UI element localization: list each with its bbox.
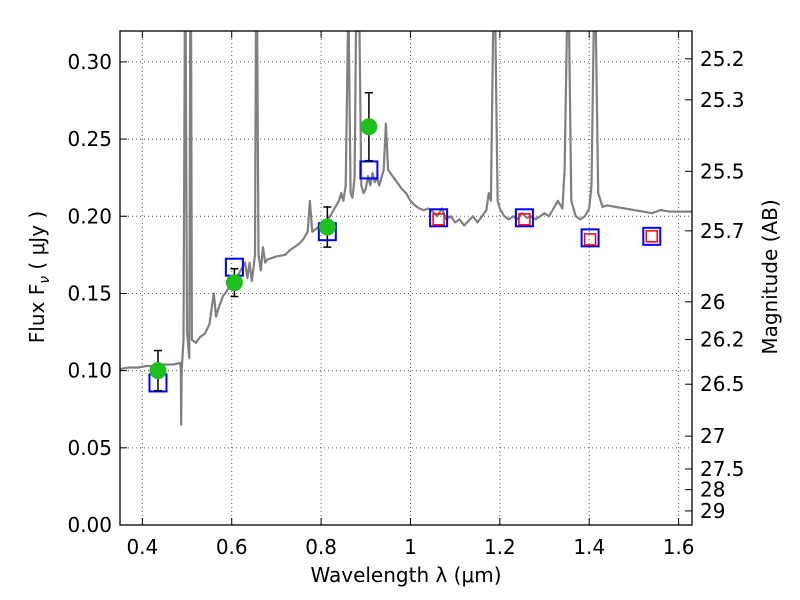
observed-flux-point (318, 218, 336, 236)
model-flux-square-red (645, 230, 659, 243)
x-tick-label: 1 (404, 535, 417, 559)
mag-tick-label: 27.5 (700, 457, 745, 481)
mag-tick-label: 29 (700, 499, 725, 523)
y-axis-title: Flux Fν ( μJy ) (25, 211, 53, 343)
plot-frame (119, 30, 693, 526)
mag-tick-label: 27 (700, 424, 725, 448)
x-tick-label: 1.2 (484, 535, 516, 559)
model-flux-square-red (583, 233, 597, 246)
y-axis-title-main: Flux F (25, 284, 49, 343)
mag-tick-label: 25.5 (700, 159, 745, 183)
y-axis-title-unit: ( μJy ) (25, 211, 49, 276)
observed-flux-point (360, 118, 378, 136)
model-flux-square-blue (429, 208, 449, 228)
y-tick-label: 0.25 (67, 127, 112, 151)
x-tick-label: 0.4 (126, 535, 158, 559)
y-tick-label: 0.30 (67, 50, 112, 74)
marker-layer (148, 92, 662, 393)
x-tick-label: 1.4 (573, 535, 605, 559)
mag-tick-label: 26.5 (700, 372, 745, 396)
x-tick-label: 0.6 (216, 535, 248, 559)
model-spectrum-line (120, 31, 692, 426)
mag-tick-label: 25.3 (700, 88, 745, 112)
y-tick-label: 0.15 (67, 281, 112, 305)
observed-flux-point (149, 362, 167, 380)
y-axis-title-subscript: ν (37, 276, 53, 284)
right-axis-title: Magnitude (AB) (758, 199, 782, 354)
mag-tick-label: 26 (700, 290, 725, 314)
observed-flux-point (225, 274, 243, 292)
x-tick-label: 1.6 (663, 535, 695, 559)
mag-tick-label: 25.2 (700, 47, 745, 71)
mag-tick-label: 26.2 (700, 327, 745, 351)
y-tick-label: 0.10 (67, 359, 112, 383)
spectrum-layer (120, 31, 692, 426)
mag-tick-label: 25.7 (700, 219, 745, 243)
y-tick-label: 0.00 (67, 513, 112, 537)
model-flux-square-blue (580, 228, 600, 248)
model-flux-square-red (518, 213, 531, 226)
tick-layer: 0.4 0.6 0.8 1 1.2 1.4 1.6 0.00 0.05 0.10 0.15 0.20 0… (67, 31, 745, 559)
x-axis-title: Wavelength λ (μm) (310, 563, 501, 587)
model-flux-square-red (432, 213, 445, 226)
x-tick-label: 0.8 (305, 535, 337, 559)
mag-tick-label: 28 (700, 478, 725, 502)
model-flux-square-blue (514, 208, 534, 228)
y-tick-label: 0.20 (67, 204, 112, 228)
y-tick-label: 0.05 (67, 436, 112, 460)
model-flux-square-blue (359, 160, 379, 180)
grid (120, 31, 692, 526)
model-flux-square-blue (642, 226, 662, 246)
